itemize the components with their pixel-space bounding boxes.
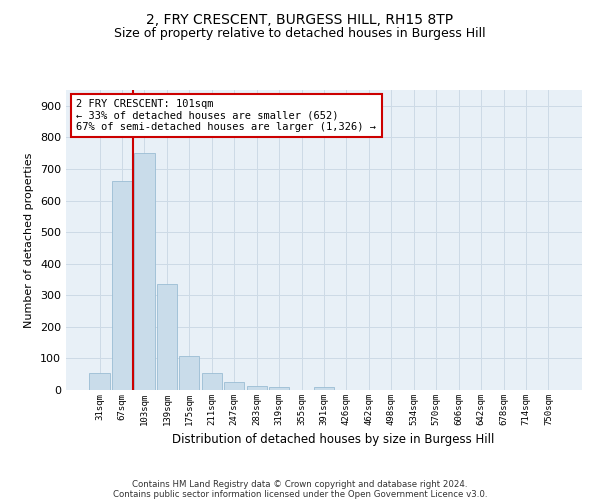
Bar xyxy=(247,386,267,390)
Text: Size of property relative to detached houses in Burgess Hill: Size of property relative to detached ho… xyxy=(114,28,486,40)
Text: Contains HM Land Registry data © Crown copyright and database right 2024.
Contai: Contains HM Land Registry data © Crown c… xyxy=(113,480,487,500)
Text: 2, FRY CRESCENT, BURGESS HILL, RH15 8TP: 2, FRY CRESCENT, BURGESS HILL, RH15 8TP xyxy=(146,12,454,26)
Bar xyxy=(112,180,132,390)
Y-axis label: Number of detached properties: Number of detached properties xyxy=(25,152,34,328)
Text: Distribution of detached houses by size in Burgess Hill: Distribution of detached houses by size … xyxy=(172,432,494,446)
Bar xyxy=(202,374,222,390)
Bar xyxy=(157,284,177,390)
Bar xyxy=(179,356,199,390)
Bar xyxy=(314,387,334,390)
Bar xyxy=(89,372,110,390)
Text: 2 FRY CRESCENT: 101sqm
← 33% of detached houses are smaller (652)
67% of semi-de: 2 FRY CRESCENT: 101sqm ← 33% of detached… xyxy=(76,99,376,132)
Bar xyxy=(224,382,244,390)
Bar xyxy=(269,387,289,390)
Bar xyxy=(134,153,155,390)
